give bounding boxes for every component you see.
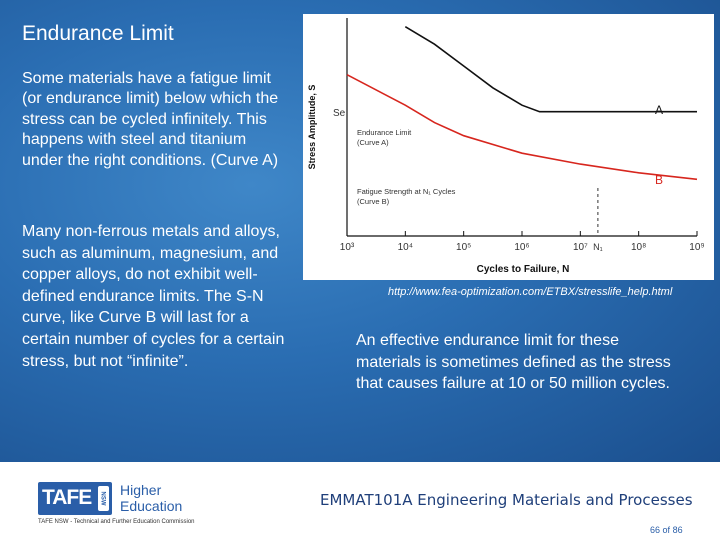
x-tick-label: 10⁹ bbox=[689, 242, 704, 253]
paragraph-curve-a: Some materials have a fatigue limit (or … bbox=[22, 70, 279, 169]
x-axis-label: Cycles to Failure, N bbox=[477, 264, 570, 275]
course-title: EMMAT101A Engineering Materials and Proc… bbox=[320, 491, 693, 509]
education-text: Education bbox=[120, 498, 183, 514]
curve-a-line bbox=[404, 26, 697, 113]
higher-text: Higher bbox=[120, 482, 162, 498]
x-tick-label: 10⁷ bbox=[573, 242, 588, 253]
nsw-badge-text: NSW bbox=[99, 491, 106, 506]
curve-a-legend-line1: Endurance Limit bbox=[357, 128, 412, 137]
n1-label: N₁ bbox=[593, 242, 603, 252]
curve-a-label: A bbox=[655, 103, 663, 117]
sn-chart: Stress Amplitude, S Cycles to Failure, N… bbox=[303, 14, 714, 280]
curve-b-line bbox=[346, 73, 698, 181]
curve-b-legend-line1: Fatigue Strength at N₁ Cycles bbox=[357, 187, 456, 196]
tafe-logo-text: TAFE bbox=[42, 486, 92, 509]
x-ticks: 10³ 10⁴ 10⁵ 10⁶ 10⁷ 10⁸ 10⁹ bbox=[340, 231, 705, 253]
footer: TAFE NSW Higher Education TAFE NSW - Tec… bbox=[0, 462, 720, 540]
slide-body: Endurance Limit Some materials have a fa… bbox=[0, 0, 720, 462]
x-tick-label: 10³ bbox=[340, 242, 355, 253]
curve-b-label: B bbox=[655, 173, 663, 187]
slide-title: Endurance Limit bbox=[22, 22, 174, 45]
se-label: Se bbox=[333, 108, 346, 119]
tafe-logo: TAFE NSW bbox=[38, 482, 112, 515]
x-tick-label: 10⁸ bbox=[631, 242, 646, 253]
commission-text: TAFE NSW - Technical and Further Educati… bbox=[38, 519, 195, 525]
paragraph-curve-b: Many non-ferrous metals and alloys, such… bbox=[22, 223, 285, 370]
page-number: 66 of 86 bbox=[650, 525, 683, 535]
higher-education-mark: Higher Education bbox=[120, 482, 182, 514]
page-of: of bbox=[662, 525, 671, 535]
page-current: 66 bbox=[650, 525, 661, 535]
x-tick-label: 10⁴ bbox=[398, 242, 413, 253]
curve-a-legend-line2: (Curve A) bbox=[357, 138, 389, 147]
page-total: 86 bbox=[672, 525, 683, 535]
x-tick-label: 10⁶ bbox=[514, 242, 529, 253]
nsw-badge: NSW bbox=[98, 486, 109, 511]
sn-chart-svg: Stress Amplitude, S Cycles to Failure, N… bbox=[307, 18, 705, 275]
source-url[interactable]: http://www.fea-optimization.com/ETBX/str… bbox=[388, 286, 673, 298]
x-tick-label: 10⁵ bbox=[456, 242, 471, 253]
y-axis-label: Stress Amplitude, S bbox=[307, 85, 317, 170]
paragraph-effective-limit: An effective endurance limit for these m… bbox=[356, 332, 671, 393]
curve-b-legend-line2: (Curve B) bbox=[357, 197, 390, 206]
